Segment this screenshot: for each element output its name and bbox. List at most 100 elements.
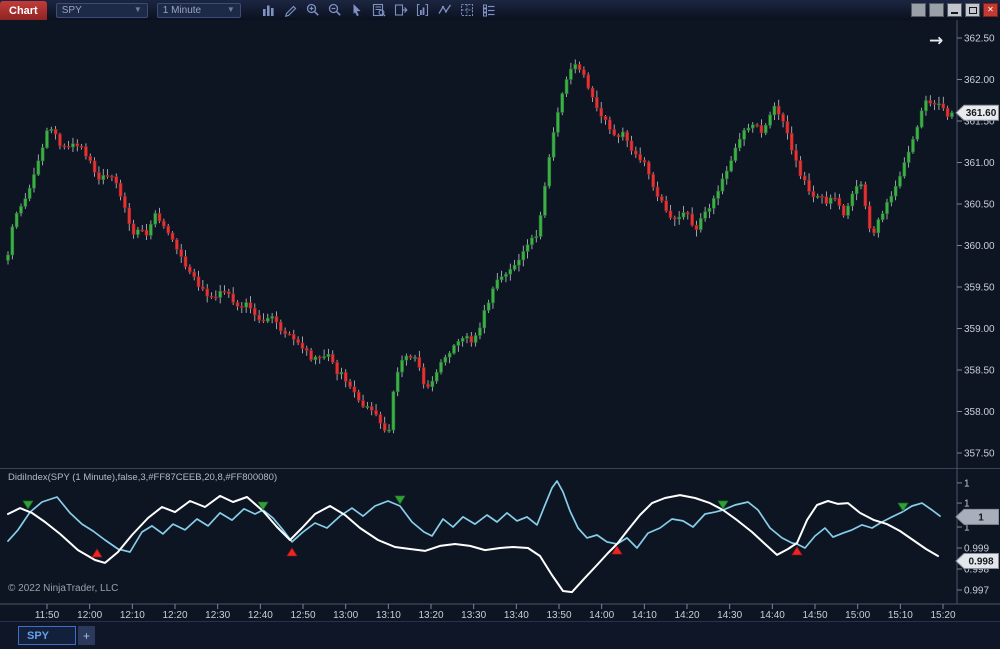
- chart-trader-icon[interactable]: [393, 2, 410, 18]
- zoom-in-icon[interactable]: [305, 2, 322, 18]
- candle: [491, 288, 495, 304]
- candle: [789, 132, 794, 151]
- copyright-label: © 2022 NinjaTrader, LLC: [8, 583, 119, 594]
- candle: [668, 210, 673, 218]
- candle: [478, 327, 482, 336]
- candle: [84, 146, 88, 157]
- candle: [815, 195, 820, 198]
- symbol-dropdown-value: SPY: [61, 4, 82, 16]
- candle: [781, 113, 785, 122]
- candle: [733, 147, 738, 161]
- candle: [564, 79, 569, 94]
- window-title-tab[interactable]: Chart: [0, 1, 47, 20]
- pin-button[interactable]: [911, 3, 926, 17]
- time-tick-label: 14:10: [632, 610, 657, 621]
- sell-signal-marker: [22, 500, 34, 510]
- candle: [556, 112, 560, 133]
- candle: [608, 119, 612, 130]
- minimize-button[interactable]: [947, 3, 962, 17]
- indicator-tick-label: 1: [964, 478, 970, 489]
- candle: [343, 372, 348, 382]
- indicators-icon[interactable]: [415, 2, 432, 18]
- candle: [421, 367, 426, 385]
- candle: [651, 173, 655, 188]
- bar-type-icon[interactable]: [261, 2, 278, 18]
- candle: [828, 197, 833, 204]
- candle: [114, 176, 119, 184]
- candle: [811, 191, 816, 198]
- trend-lines-icon[interactable]: [437, 2, 454, 18]
- grid-template-icon[interactable]: [459, 2, 476, 18]
- candle: [58, 133, 62, 147]
- candle: [439, 361, 443, 373]
- candle: [673, 217, 677, 220]
- candle: [551, 132, 556, 158]
- candle: [309, 350, 313, 361]
- candle: [837, 197, 842, 206]
- cursor-icon[interactable]: [349, 2, 366, 18]
- candle: [110, 175, 114, 178]
- candle: [291, 334, 296, 340]
- time-tick-label: 14:00: [589, 610, 614, 621]
- candle: [755, 124, 759, 127]
- candle: [317, 356, 322, 359]
- candle: [201, 286, 205, 290]
- interval-dropdown-value: 1 Minute: [162, 4, 202, 16]
- candle: [283, 330, 287, 335]
- scroll-to-latest-arrow-icon[interactable]: →: [929, 31, 943, 51]
- close-button[interactable]: ✕: [983, 3, 998, 17]
- candle: [395, 371, 400, 392]
- buy-signal-marker: [286, 547, 298, 557]
- candle: [841, 205, 846, 216]
- candle: [538, 215, 543, 237]
- candle: [322, 356, 326, 359]
- pin-alt-button[interactable]: [929, 3, 944, 17]
- data-box-icon[interactable]: [371, 2, 388, 18]
- interval-dropdown[interactable]: 1 Minute ▼: [156, 2, 241, 18]
- candle: [854, 185, 859, 195]
- price-tick-label: 358.50: [964, 366, 995, 377]
- candle: [950, 112, 954, 117]
- candle: [188, 266, 192, 273]
- time-tick-label: 12:30: [205, 610, 230, 621]
- candle: [430, 380, 435, 388]
- candle: [737, 138, 742, 149]
- candle: [140, 229, 145, 232]
- tab-spy[interactable]: SPY: [18, 626, 76, 645]
- time-tick-label: 12:10: [120, 610, 145, 621]
- restore-button[interactable]: [965, 3, 980, 17]
- candle: [521, 251, 526, 261]
- minimize-icon: [951, 12, 958, 14]
- candle: [447, 352, 452, 358]
- candle: [681, 212, 686, 218]
- candle: [638, 154, 642, 161]
- chevron-down-icon: ▼: [133, 5, 142, 14]
- price-tick-label: 358.00: [964, 407, 995, 418]
- properties-icon[interactable]: [481, 2, 498, 18]
- candle: [642, 159, 647, 163]
- symbol-dropdown[interactable]: SPY ▼: [55, 2, 148, 18]
- candle: [162, 220, 166, 227]
- candle: [664, 200, 668, 211]
- candle: [261, 319, 266, 322]
- candle: [569, 68, 573, 80]
- candle: [326, 353, 331, 357]
- candle: [6, 254, 10, 261]
- candle: [716, 190, 720, 199]
- time-tick-label: 14:20: [674, 610, 699, 621]
- time-tick-label: 13:00: [333, 610, 358, 621]
- time-tick-label: 12:40: [248, 610, 273, 621]
- candle: [378, 414, 383, 424]
- candle: [218, 290, 222, 298]
- candle: [941, 103, 946, 109]
- candle: [382, 422, 387, 431]
- zoom-out-icon[interactable]: [327, 2, 344, 18]
- candle: [274, 316, 279, 323]
- bottom-tab-bar: SPY +: [0, 621, 1000, 649]
- candle: [179, 249, 183, 257]
- drawing-tools-icon[interactable]: [283, 2, 300, 18]
- candle: [92, 160, 97, 173]
- add-tab-button[interactable]: +: [78, 626, 95, 645]
- candle: [932, 102, 937, 105]
